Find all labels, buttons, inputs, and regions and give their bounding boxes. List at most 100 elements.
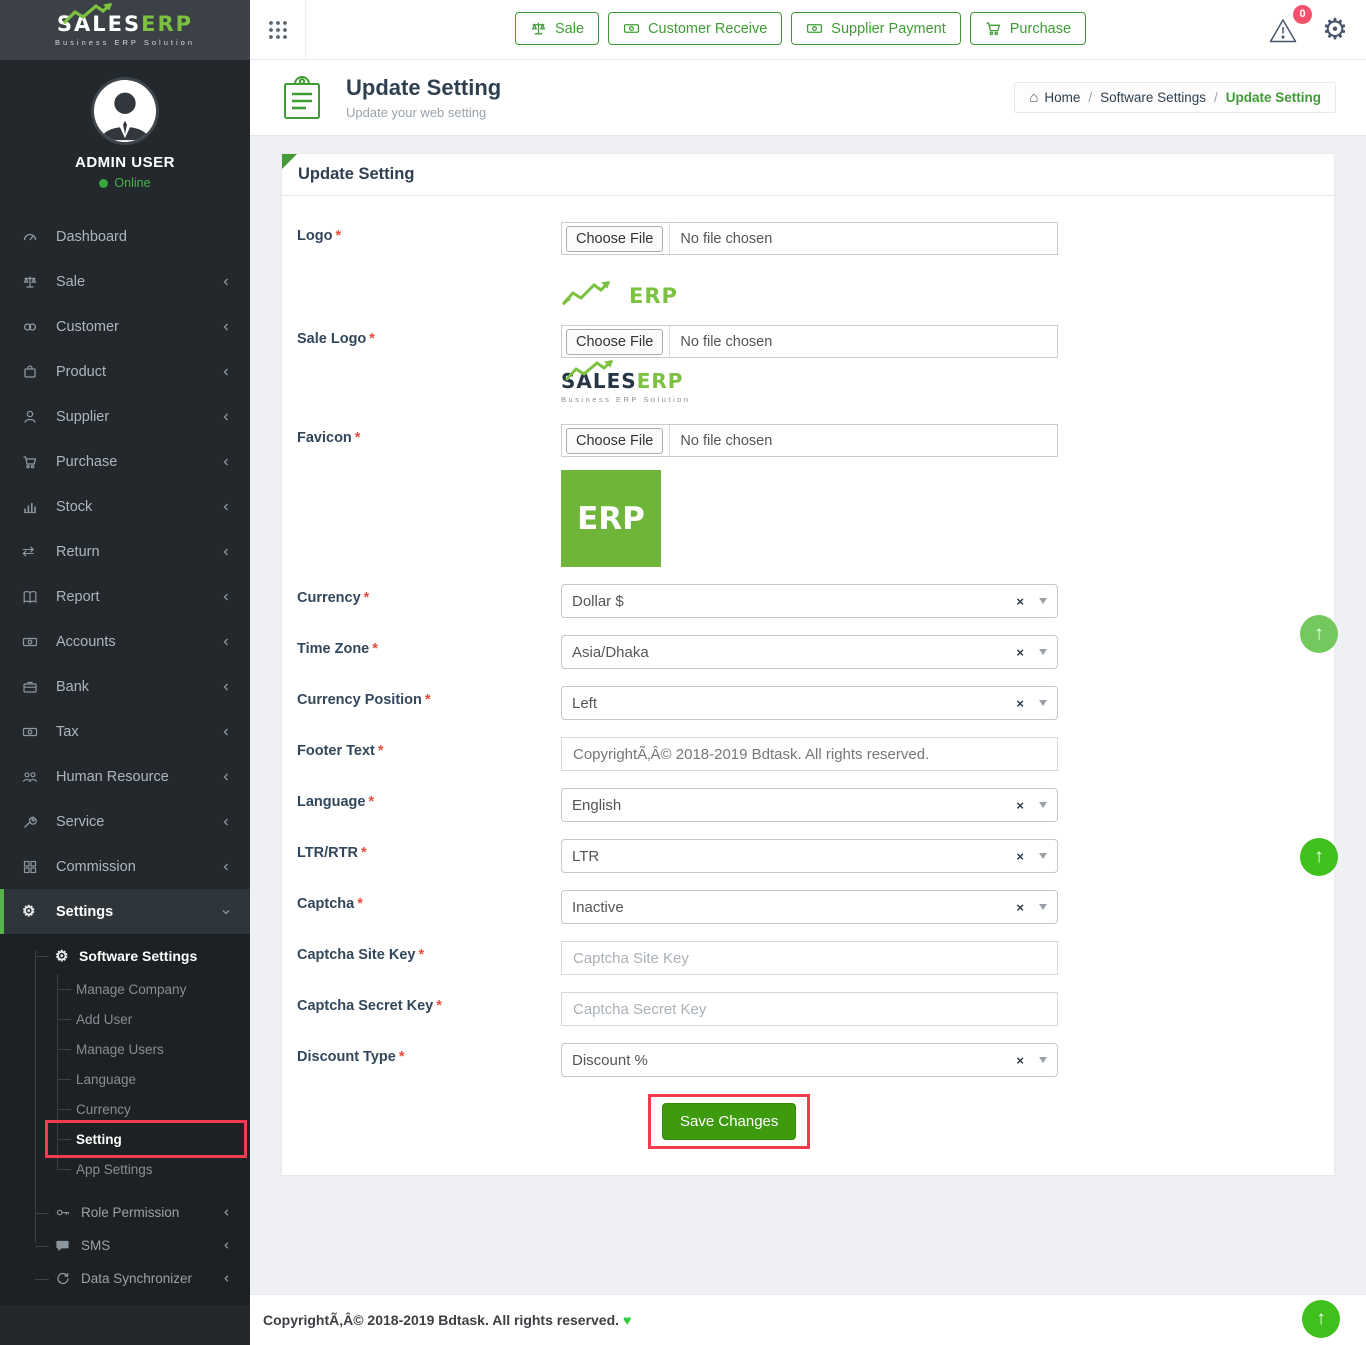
- dropdown-caret-icon[interactable]: [1039, 802, 1047, 808]
- sidebar-item-label: Bank: [56, 678, 90, 695]
- sidebar-item-label: Service: [56, 813, 105, 830]
- ltr-rtr-select[interactable]: LTR ×: [561, 839, 1058, 873]
- submenu-item-sms[interactable]: SMS: [0, 1229, 250, 1262]
- sidebar-item-label: Settings: [56, 903, 114, 920]
- sync-icon: [55, 1271, 77, 1286]
- sidebar-item-tax[interactable]: Tax: [0, 709, 250, 754]
- choose-file-button[interactable]: Choose File: [566, 225, 664, 252]
- page-subtitle: Update your web setting: [346, 105, 487, 120]
- breadcrumb-software-settings[interactable]: Software Settings: [1100, 90, 1206, 105]
- submenu-item-manage-company[interactable]: Manage Company: [0, 974, 250, 1004]
- discount-type-label: Discount Type *: [297, 1049, 405, 1065]
- captcha-site-key-label: Captcha Site Key *: [297, 947, 425, 963]
- scroll-top-button[interactable]: ↑: [1302, 1300, 1340, 1338]
- time-zone-label: Time Zone *: [297, 641, 378, 657]
- brand-tagline: Business ERP Solution: [561, 395, 691, 404]
- dropdown-caret-icon[interactable]: [1039, 1057, 1047, 1063]
- clear-selection-icon[interactable]: ×: [1016, 593, 1024, 609]
- sidebar-item-report[interactable]: Report: [0, 574, 250, 619]
- scroll-top-button[interactable]: ↑: [1300, 838, 1338, 876]
- language-select[interactable]: English ×: [561, 788, 1058, 822]
- clear-selection-icon[interactable]: ×: [1016, 848, 1024, 864]
- currency-select[interactable]: Dollar $ ×: [561, 584, 1058, 618]
- choose-file-button[interactable]: Choose File: [566, 427, 664, 454]
- scroll-top-button[interactable]: ↑: [1300, 615, 1338, 653]
- favicon-label: Favicon *: [297, 430, 361, 446]
- submenu-item-app-settings[interactable]: App Settings: [0, 1154, 250, 1184]
- submenu-item-manage-users[interactable]: Manage Users: [0, 1034, 250, 1064]
- dropdown-caret-icon[interactable]: [1039, 598, 1047, 604]
- submenu-item-setting[interactable]: Setting: [0, 1120, 250, 1158]
- arrow-up-icon: ↑: [1316, 1308, 1326, 1329]
- settings-gear-button[interactable]: ⚙: [1322, 15, 1348, 45]
- sidebar-item-service[interactable]: Service: [0, 799, 250, 844]
- grid-squares-icon: [22, 859, 46, 875]
- captcha-secret-key-input[interactable]: [561, 992, 1058, 1026]
- submenu-item-currency[interactable]: Currency: [0, 1094, 250, 1124]
- software-settings-children: Manage Company Add User Manage Users Lan…: [0, 974, 250, 1184]
- clear-selection-icon[interactable]: ×: [1016, 644, 1024, 660]
- submenu-item-add-user[interactable]: Add User: [0, 1004, 250, 1034]
- sidebar-item-customer[interactable]: Customer: [0, 304, 250, 349]
- sidebar-item-label: Product: [56, 363, 106, 380]
- breadcrumb-home[interactable]: Home: [1044, 90, 1081, 105]
- clear-selection-icon[interactable]: ×: [1016, 899, 1024, 915]
- avatar[interactable]: [94, 80, 156, 142]
- sidebar-item-label: Report: [56, 588, 100, 605]
- sidebar-item-sale[interactable]: Sale: [0, 259, 250, 304]
- clear-selection-icon[interactable]: ×: [1016, 1052, 1024, 1068]
- supplier-payment-button[interactable]: Supplier Payment: [791, 12, 961, 45]
- sidebar-item-dashboard[interactable]: Dashboard: [0, 214, 250, 259]
- sidebar-item-return[interactable]: ⇄ Return: [0, 529, 250, 574]
- save-changes-button[interactable]: Save Changes: [662, 1103, 797, 1140]
- dropdown-caret-icon[interactable]: [1039, 700, 1047, 706]
- choose-file-button[interactable]: Choose File: [566, 328, 664, 355]
- bag-icon: [22, 364, 46, 380]
- captcha-select[interactable]: Inactive ×: [561, 890, 1058, 924]
- favicon-row: Favicon * Choose File No file chosen ERP: [297, 424, 1319, 567]
- currency-position-select[interactable]: Left ×: [561, 686, 1058, 720]
- sidebar-item-commission[interactable]: Commission: [0, 844, 250, 889]
- sale-button[interactable]: Sale: [515, 12, 600, 45]
- sidebar-item-human-resource[interactable]: Human Resource: [0, 754, 250, 799]
- submenu-item-software-settings[interactable]: ⚙ Software Settings: [0, 938, 250, 974]
- footer-text-input[interactable]: [561, 737, 1058, 771]
- sidebar-item-label: Dashboard: [56, 228, 127, 245]
- dropdown-caret-icon[interactable]: [1039, 853, 1047, 859]
- chevron-left-icon: [220, 861, 232, 873]
- chevron-left-icon: [220, 411, 232, 423]
- alerts-button[interactable]: 0: [1264, 4, 1312, 48]
- purchase-button[interactable]: Purchase: [969, 12, 1087, 45]
- favicon-file-input[interactable]: Choose File No file chosen: [561, 424, 1058, 457]
- sidebar-item-settings[interactable]: ⚙ Settings: [0, 889, 250, 934]
- captcha-site-key-input[interactable]: [561, 941, 1058, 975]
- logo-file-input[interactable]: Choose File No file chosen: [561, 222, 1058, 255]
- customer-receive-button[interactable]: Customer Receive: [608, 12, 783, 45]
- submenu-item-role-permission[interactable]: Role Permission: [0, 1196, 250, 1229]
- brand-logo[interactable]: SALESERP Business ERP Solution: [0, 0, 250, 60]
- copyright-text: CopyrightÃ‚Â© 2018-2019 Bdtask. All righ…: [263, 1312, 620, 1328]
- submenu-item-data-synchronizer[interactable]: Data Synchronizer: [0, 1262, 250, 1295]
- discount-type-select[interactable]: Discount % ×: [561, 1043, 1058, 1077]
- dropdown-caret-icon[interactable]: [1039, 904, 1047, 910]
- sidebar-item-purchase[interactable]: Purchase: [0, 439, 250, 484]
- clear-selection-icon[interactable]: ×: [1016, 695, 1024, 711]
- submenu-item-language[interactable]: Language: [0, 1064, 250, 1094]
- person-silhouette-icon: [94, 80, 156, 142]
- dropdown-caret-icon[interactable]: [1039, 649, 1047, 655]
- sidebar-item-stock[interactable]: Stock: [0, 484, 250, 529]
- footer-bar: CopyrightÃ‚Â© 2018-2019 Bdtask. All righ…: [250, 1294, 1366, 1345]
- sidebar-item-accounts[interactable]: Accounts: [0, 619, 250, 664]
- sale-logo-file-input[interactable]: Choose File No file chosen: [561, 325, 1058, 358]
- time-zone-select[interactable]: Asia/Dhaka ×: [561, 635, 1058, 669]
- logo-preview: ERP: [561, 268, 1058, 308]
- chevron-left-icon: [221, 1240, 232, 1251]
- breadcrumb-current: Update Setting: [1225, 90, 1321, 105]
- sidebar-item-bank[interactable]: Bank: [0, 664, 250, 709]
- clear-selection-icon[interactable]: ×: [1016, 797, 1024, 813]
- apps-grid-button[interactable]: [250, 0, 306, 59]
- sidebar-item-product[interactable]: Product: [0, 349, 250, 394]
- sidebar-item-supplier[interactable]: Supplier: [0, 394, 250, 439]
- captcha-label: Captcha *: [297, 896, 363, 912]
- money-icon: [807, 24, 823, 33]
